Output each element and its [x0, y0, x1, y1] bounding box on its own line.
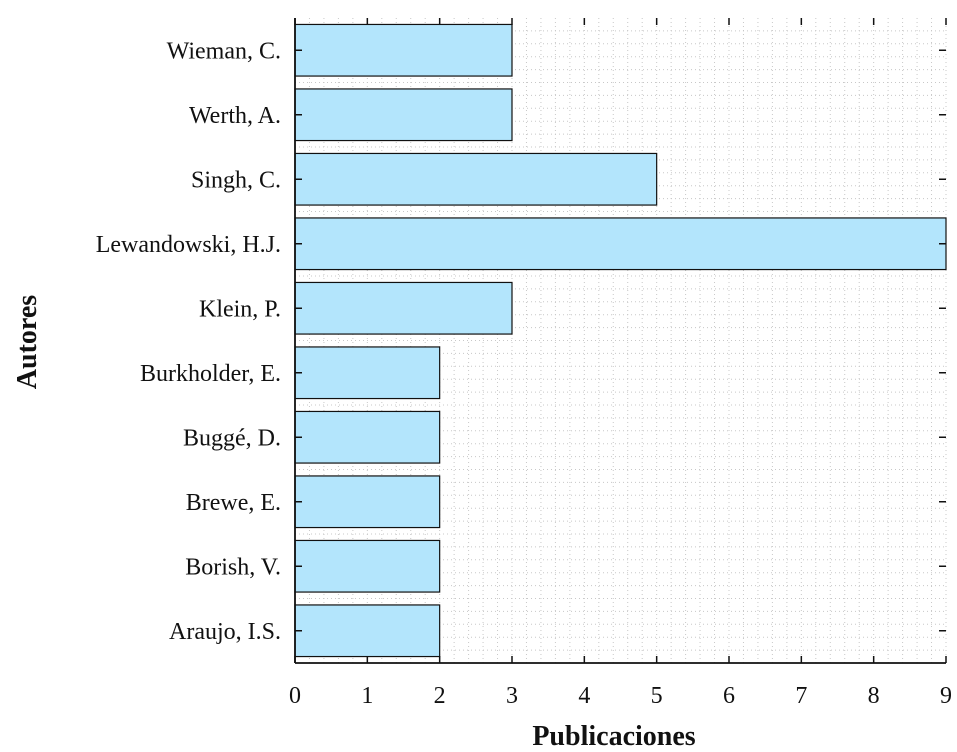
- x-tick-label: 4: [578, 683, 590, 709]
- x-tick-label: 0: [289, 683, 301, 709]
- bar: [294, 217, 947, 271]
- bars: [294, 23, 947, 658]
- bar: [294, 88, 513, 142]
- y-tick-label: Brewe, E.: [186, 490, 281, 516]
- bar: [294, 539, 441, 593]
- y-tick-label: Borish, V.: [185, 554, 281, 580]
- y-tick-label: Araujo, I.S.: [169, 619, 281, 645]
- axes: [294, 18, 947, 664]
- bar: [294, 152, 658, 206]
- y-tick-label: Burkholder, E.: [140, 361, 281, 387]
- x-tick-label: 3: [506, 683, 518, 709]
- x-tick-label: 1: [361, 683, 373, 709]
- x-tick-label: 8: [868, 683, 880, 709]
- x-axis-title: Publicaciones: [532, 721, 695, 747]
- x-tick-label: 5: [651, 683, 663, 709]
- labels: Araujo, I.S. Borish, V. Brewe, E. Buggé, D.…: [96, 38, 952, 709]
- y-tick-label: Lewandowski, H.J.: [96, 232, 281, 258]
- x-tick-label: 2: [434, 683, 446, 709]
- bar: [294, 281, 513, 335]
- y-tick-label: Singh, C.: [191, 167, 281, 193]
- x-tick-label: 7: [795, 683, 807, 709]
- bar: [294, 346, 441, 400]
- y-tick-label: Buggé, D.: [183, 425, 281, 451]
- x-tick-label: 9: [940, 683, 952, 709]
- bar: [294, 604, 441, 658]
- y-tick-label: Klein, P.: [199, 296, 281, 322]
- y-axis-title: Autores: [12, 295, 43, 389]
- bar: [294, 23, 513, 77]
- bar: [294, 410, 441, 464]
- bar: [294, 475, 441, 529]
- x-tick-label: 6: [723, 683, 735, 709]
- y-tick-label: Wieman, C.: [167, 38, 281, 64]
- y-tick-label: Werth, A.: [189, 103, 281, 129]
